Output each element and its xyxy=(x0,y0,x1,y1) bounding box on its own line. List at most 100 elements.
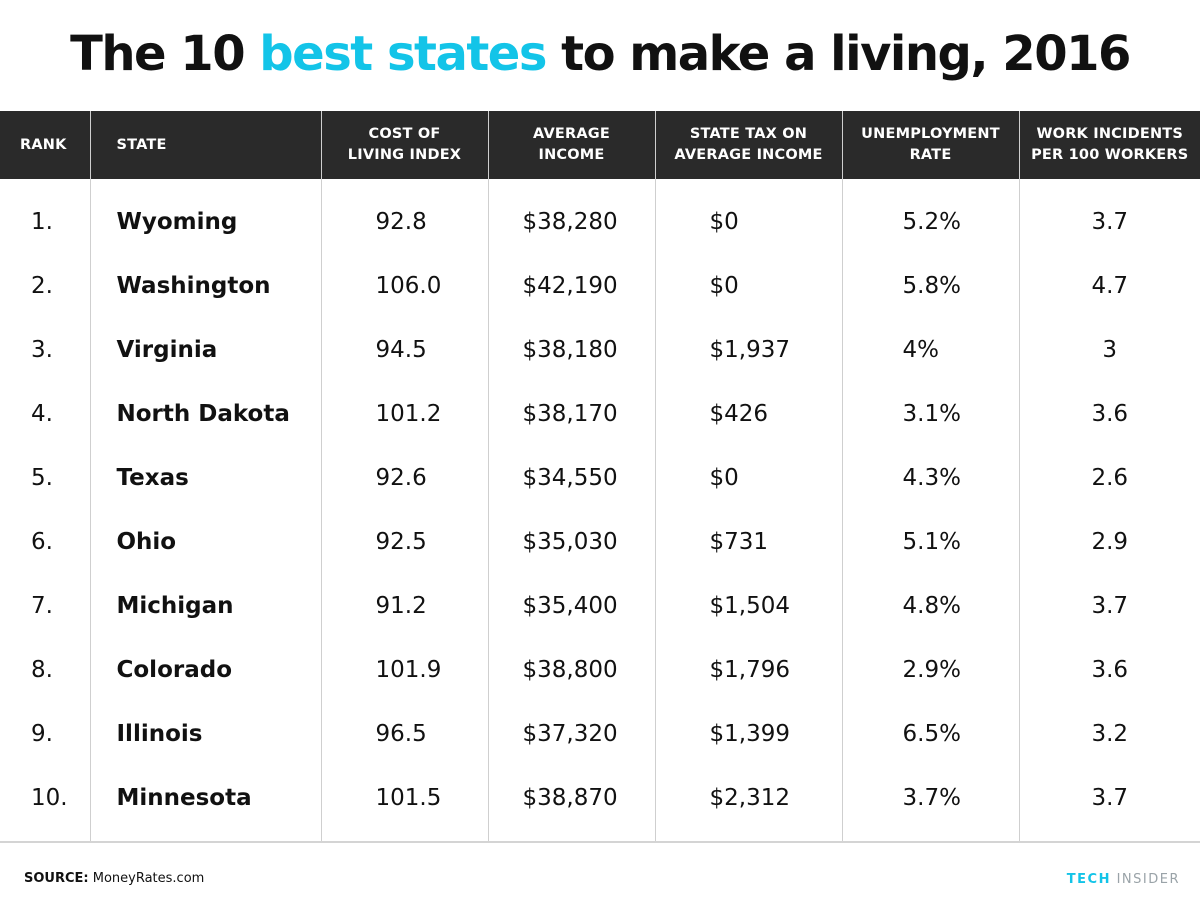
work-incidents-cell: 4.7 xyxy=(1018,254,1200,318)
source-text: MoneyRates.com xyxy=(88,871,205,886)
title-part-2: to make a living, 2016 xyxy=(545,26,1131,82)
spacer-cell xyxy=(1018,830,1200,843)
cost-of-living-cell: 101.5 xyxy=(320,766,488,830)
cost-of-living-cell: 96.5 xyxy=(320,702,488,766)
state-tax-cell: $731 xyxy=(654,510,842,574)
unemployment-cell: 3.7% xyxy=(841,766,1019,830)
average-income-cell: $35,400 xyxy=(487,574,655,638)
spacer-cell xyxy=(841,179,1019,190)
spacer-cell xyxy=(1018,179,1200,190)
state-tax-cell: $426 xyxy=(654,382,842,446)
title-highlight: best states xyxy=(259,26,547,82)
unemployment-cell: 5.1% xyxy=(841,510,1019,574)
spacer-cell xyxy=(320,179,488,190)
table-row: 3. Virginia 94.5 $38,180 $1,937 4% 3 xyxy=(0,318,1200,382)
state-cell: Michigan xyxy=(89,574,321,638)
state-cell: Texas xyxy=(89,446,321,510)
spacer-cell xyxy=(89,830,321,843)
state-tax-cell: $1,504 xyxy=(654,574,842,638)
header-state: STATE xyxy=(89,111,321,179)
table-row: 6. Ohio 92.5 $35,030 $731 5.1% 2.9 xyxy=(0,510,1200,574)
table-row: 2. Washington 106.0 $42,190 $0 5.8% 4.7 xyxy=(0,254,1200,318)
state-cell: Colorado xyxy=(89,638,321,702)
spacer-cell xyxy=(320,830,488,843)
header-work-incidents: WORK INCIDENTS PER 100 WORKERS xyxy=(1018,111,1200,179)
header-state-tax: STATE TAX ON AVERAGE INCOME xyxy=(654,111,842,179)
header-cost-of-living: COST OF LIVING INDEX xyxy=(320,111,488,179)
rank-cell: 5. xyxy=(31,465,53,491)
source-label: SOURCE: xyxy=(24,871,89,886)
unemployment-cell: 4.8% xyxy=(841,574,1019,638)
rank-cell: 10. xyxy=(31,785,68,811)
work-incidents-cell: 3.7 xyxy=(1018,766,1200,830)
state-cell: Illinois xyxy=(89,702,321,766)
state-cell: Washington xyxy=(89,254,321,318)
cost-of-living-cell: 101.2 xyxy=(320,382,488,446)
work-incidents-cell: 2.6 xyxy=(1018,446,1200,510)
unemployment-cell: 5.8% xyxy=(841,254,1019,318)
state-cell: Minnesota xyxy=(89,766,321,830)
work-incidents-cell: 3.6 xyxy=(1018,382,1200,446)
table-row: 10. Minnesota 101.5 $38,870 $2,312 3.7% 3.7 xyxy=(0,766,1200,830)
average-income-cell: $38,870 xyxy=(487,766,655,830)
spacer-cell xyxy=(0,830,90,843)
row-spacer xyxy=(0,179,1200,190)
state-cell: Virginia xyxy=(89,318,321,382)
cost-of-living-cell: 92.5 xyxy=(320,510,488,574)
unemployment-cell: 6.5% xyxy=(841,702,1019,766)
state-tax-cell: $1,399 xyxy=(654,702,842,766)
chart-title: The 10 best states to make a living, 201… xyxy=(0,26,1200,82)
rank-cell: 4. xyxy=(31,401,53,427)
rank-cell: 7. xyxy=(31,593,53,619)
spacer-cell xyxy=(487,179,655,190)
average-income-cell: $42,190 xyxy=(487,254,655,318)
unemployment-cell: 2.9% xyxy=(841,638,1019,702)
header-unemployment: UNEMPLOYMENT RATE xyxy=(841,111,1019,179)
brand-tech: TECH xyxy=(1066,872,1111,887)
state-tax-cell: $0 xyxy=(654,446,842,510)
work-incidents-cell: 3.6 xyxy=(1018,638,1200,702)
state-tax-cell: $0 xyxy=(654,190,842,254)
header-rank: RANK xyxy=(0,111,90,179)
cost-of-living-cell: 106.0 xyxy=(320,254,488,318)
source-note: SOURCE: MoneyRates.com xyxy=(24,871,204,886)
spacer-cell xyxy=(487,830,655,843)
state-tax-cell: $2,312 xyxy=(654,766,842,830)
brand-logo: TECH INSIDER xyxy=(1067,872,1180,887)
state-cell: Wyoming xyxy=(89,190,321,254)
unemployment-cell: 5.2% xyxy=(841,190,1019,254)
state-cell: North Dakota xyxy=(89,382,321,446)
average-income-cell: $38,800 xyxy=(487,638,655,702)
rank-cell: 1. xyxy=(31,209,53,235)
table-row: 4. North Dakota 101.2 $38,170 $426 3.1% 3.6 xyxy=(0,382,1200,446)
table-row: 8. Colorado 101.9 $38,800 $1,796 2.9% 3.6 xyxy=(0,638,1200,702)
average-income-cell: $37,320 xyxy=(487,702,655,766)
rank-cell: 2. xyxy=(31,273,53,299)
states-table: RANK STATE COST OF LIVING INDEX AVERAGE … xyxy=(0,111,1200,843)
rank-cell: 3. xyxy=(31,337,53,363)
cost-of-living-cell: 92.8 xyxy=(320,190,488,254)
rank-cell: 8. xyxy=(31,657,53,683)
state-cell: Ohio xyxy=(89,510,321,574)
table-row: 9. Illinois 96.5 $37,320 $1,399 6.5% 3.2 xyxy=(0,702,1200,766)
unemployment-cell: 4% xyxy=(841,318,1019,382)
average-income-cell: $34,550 xyxy=(487,446,655,510)
cost-of-living-cell: 92.6 xyxy=(320,446,488,510)
header-row: RANK STATE COST OF LIVING INDEX AVERAGE … xyxy=(0,111,1200,179)
header-average-income: AVERAGE INCOME xyxy=(487,111,655,179)
spacer-cell xyxy=(0,179,90,190)
table-body: 1. Wyoming 92.8 $38,280 $0 5.2% 3.7 2. Washingto… xyxy=(0,179,1200,843)
table-row: 7. Michigan 91.2 $35,400 $1,504 4.8% 3.7 xyxy=(0,574,1200,638)
rank-cell: 9. xyxy=(31,721,53,747)
table-row: 5. Texas 92.6 $34,550 $0 4.3% 2.6 xyxy=(0,446,1200,510)
work-incidents-cell: 3 xyxy=(1018,318,1200,382)
work-incidents-cell: 2.9 xyxy=(1018,510,1200,574)
title-part-1: The 10 xyxy=(70,26,260,82)
spacer-cell xyxy=(654,830,842,843)
average-income-cell: $38,280 xyxy=(487,190,655,254)
cost-of-living-cell: 91.2 xyxy=(320,574,488,638)
average-income-cell: $38,170 xyxy=(487,382,655,446)
state-tax-cell: $0 xyxy=(654,254,842,318)
spacer-cell xyxy=(89,179,321,190)
spacer-cell xyxy=(654,179,842,190)
